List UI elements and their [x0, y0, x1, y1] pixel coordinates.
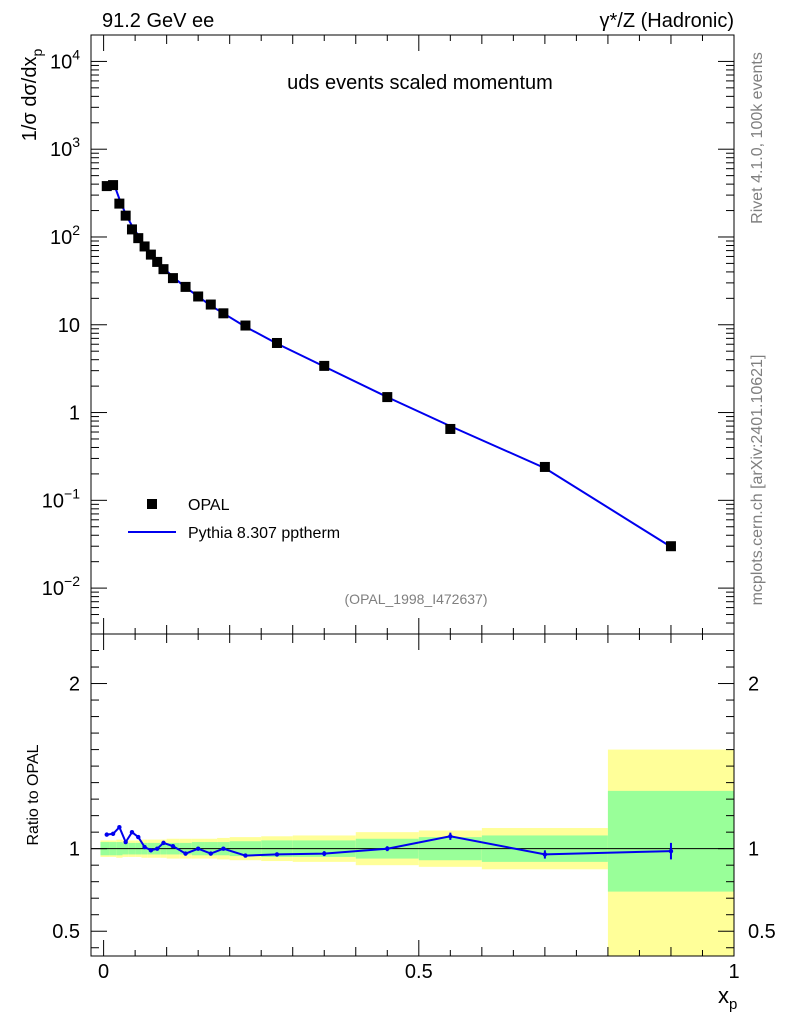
opal-data-point	[101, 181, 112, 192]
ratio-point	[208, 851, 213, 856]
x-tick-label: 0.5	[405, 961, 433, 983]
opal-data-point	[114, 198, 125, 209]
ratio-point	[448, 834, 453, 839]
ratio-point	[110, 831, 116, 837]
svg-text:1/σ dσ/dxp: 1/σ dσ/dxp	[19, 49, 45, 142]
ratio-point	[243, 853, 248, 858]
mcplots-url-label: mcplots.cern.ch [arXiv:2401.10621]	[749, 355, 766, 606]
main-y-tick-label: 10−2	[42, 573, 80, 600]
analysis-id-label: (OPAL_1998_I472637)	[345, 591, 488, 607]
ratio-point	[170, 843, 176, 849]
ratio-y-tick-label-left: 1	[69, 839, 80, 861]
ratio-point	[117, 825, 122, 830]
chart-title: uds events scaled momentum	[287, 72, 553, 94]
opal-data-point	[271, 337, 282, 348]
legend: OPAL Pythia 8.307 pptherm	[128, 497, 340, 542]
opal-data-point	[126, 224, 137, 235]
ratio-point	[142, 844, 147, 850]
x-label-sub: p	[729, 996, 737, 1013]
ratio-point	[104, 832, 109, 837]
ratio-point	[123, 839, 128, 845]
header-process-label: γ*/Z (Hadronic)	[600, 10, 734, 32]
ratio-band-inner	[607, 790, 734, 892]
legend-marker-opal	[147, 499, 157, 509]
opal-data-point	[193, 291, 204, 302]
opal-data-point	[152, 256, 163, 267]
ratio-y-tick-label-right: 2	[748, 674, 759, 696]
opal-data-point	[319, 360, 330, 371]
pythia-line	[106, 180, 672, 548]
ratio-mc-line	[106, 825, 672, 857]
opal-data-point	[145, 249, 156, 260]
ratio-point	[148, 848, 154, 853]
main-y-tick-label: 10	[58, 315, 80, 337]
legend-label-opal: OPAL	[188, 497, 230, 514]
ratio-y-axis-label: Ratio to OPAL	[25, 744, 42, 845]
ratio-point	[274, 852, 280, 857]
rivet-version-label: Rivet 4.1.0, 100k events	[749, 52, 766, 224]
x-axis-label: xp	[718, 983, 737, 1013]
ratio-point	[183, 851, 188, 856]
main-y-axis-label: 1/σ dσ/dxp	[19, 49, 45, 142]
main-panel	[101, 180, 676, 552]
x-tick-label: 1	[728, 961, 739, 983]
ratio-panel	[91, 749, 734, 956]
opal-data-point	[240, 320, 251, 331]
ratio-point	[221, 846, 226, 851]
x-tick-label: 0	[98, 961, 109, 983]
opal-data-point	[445, 423, 456, 434]
opal-data-point	[218, 308, 229, 319]
opal-data-point	[120, 210, 131, 221]
opal-data-point	[180, 281, 191, 292]
ratio-point	[322, 851, 327, 856]
main-y-label-sub: p	[29, 49, 45, 57]
x-label-text: x	[718, 983, 729, 1008]
ratio-point	[129, 829, 135, 835]
opal-data-point	[108, 180, 119, 191]
opal-data-point	[539, 461, 550, 472]
ratio-point	[668, 848, 674, 854]
ratio-y-tick-label-left: 0.5	[52, 921, 80, 943]
opal-data-point	[139, 241, 150, 252]
ratio-y-tick-label-right: 1	[748, 839, 759, 861]
main-y-tick-label: 10−1	[42, 485, 80, 512]
main-y-tick-label: 103	[50, 134, 80, 161]
main-y-label-text: 1/σ dσ/dx	[19, 57, 41, 142]
opal-data-point	[382, 392, 393, 403]
legend-label-pythia: Pythia 8.307 pptherm	[188, 525, 340, 542]
opal-data-point	[158, 264, 169, 275]
opal-data-point	[133, 233, 144, 244]
opal-data-point	[167, 273, 178, 284]
main-y-tick-label: 1	[69, 403, 80, 425]
opal-data-point	[665, 541, 676, 552]
ratio-y-tick-label-left: 2	[69, 674, 80, 696]
ratio-y-tick-label-right: 0.5	[748, 921, 776, 943]
main-frame	[90, 34, 735, 635]
ratio-point	[136, 834, 141, 840]
header-energy-label: 91.2 GeV ee	[102, 10, 214, 32]
main-y-tick-label: 104	[50, 46, 80, 73]
ratio-point	[195, 846, 201, 851]
ratio-point	[161, 840, 166, 846]
ratio-frame	[90, 633, 735, 957]
ratio-point	[154, 846, 160, 851]
ratio-point	[385, 846, 390, 851]
opal-data-point	[205, 299, 216, 310]
ratio-point	[542, 852, 548, 857]
main-y-tick-label: 102	[50, 222, 80, 249]
